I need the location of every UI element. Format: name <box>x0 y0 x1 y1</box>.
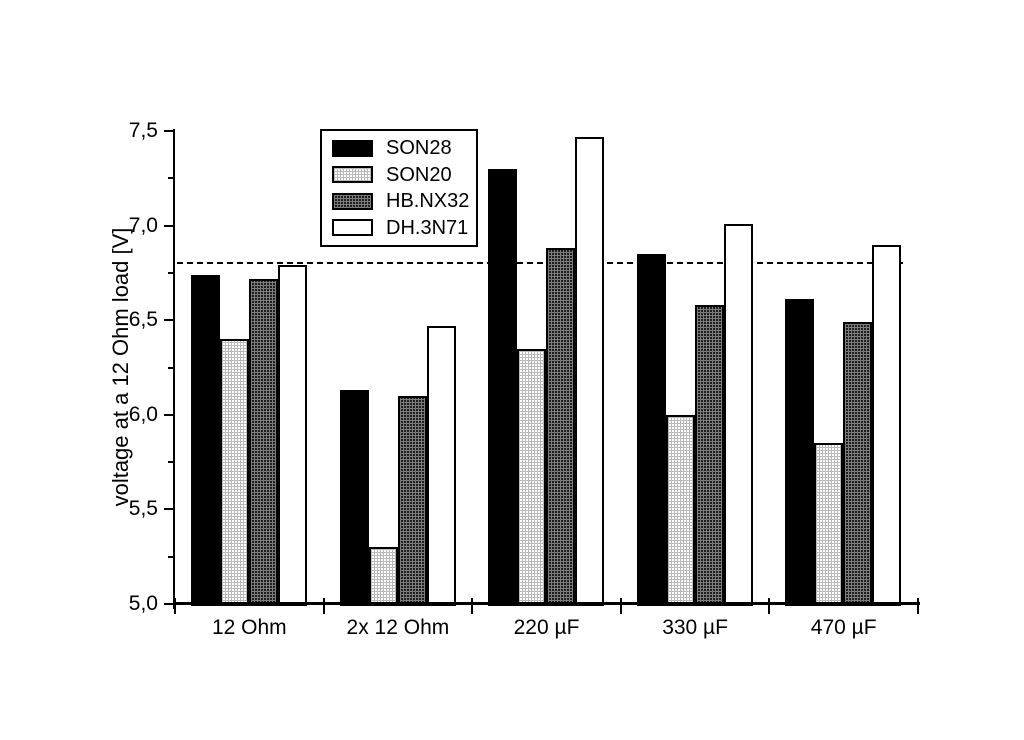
y-major-tick <box>164 413 173 416</box>
bar-DH.3N71-12Ohm <box>278 265 307 606</box>
bar-HB.NX32-12Ohm <box>249 278 278 606</box>
legend-label: DH.3N71 <box>386 216 469 239</box>
legend-item-HB.NX32: HB.NX32 <box>332 190 470 212</box>
y-axis-line <box>173 129 175 609</box>
bar-SON20-2x12Ohm <box>368 547 398 606</box>
bar-DH.3N71-220µF <box>575 136 605 606</box>
x-category-label: 2x 12 Ohm <box>346 616 450 639</box>
y-minor-tick <box>168 555 173 558</box>
bar-SON28-220µF <box>488 168 518 606</box>
bar-DH.3N71-470µF <box>872 244 902 606</box>
bar-SON20-330µF <box>665 414 695 606</box>
bar-SON28-330µF <box>636 253 666 606</box>
x-axis-line <box>173 602 920 605</box>
x-category-label: 220 µF <box>513 616 580 639</box>
bar-SON28-12Ohm <box>191 274 220 606</box>
legend-label: SON28 <box>386 137 452 160</box>
bar-SON20-220µF <box>517 348 547 606</box>
y-major-tick <box>164 224 173 227</box>
y-minor-tick <box>168 366 173 369</box>
x-tick <box>768 598 771 614</box>
y-major-tick <box>164 603 173 605</box>
x-tick <box>174 598 176 614</box>
x-tick <box>619 598 622 614</box>
legend-swatch-light-grid <box>332 166 373 184</box>
y-major-tick <box>164 130 173 132</box>
bar-HB.NX32-470µF <box>843 322 873 606</box>
bar-DH.3N71-2x12Ohm <box>426 325 456 606</box>
y-tick-label: 5,5 <box>128 497 158 521</box>
legend-swatch-solid-black <box>332 139 373 157</box>
legend: SON28 SON20 HB.NX32 DH.3N71 <box>320 129 478 247</box>
y-tick-label: 5,0 <box>128 592 158 615</box>
legend-label: SON20 <box>386 163 452 186</box>
reference-line <box>177 262 903 265</box>
x-tick <box>917 598 919 614</box>
y-major-tick <box>164 508 173 511</box>
legend-item-DH.3N71: DH.3N71 <box>332 217 470 239</box>
legend-item-SON28: SON28 <box>332 137 470 159</box>
legend-item-SON20: SON20 <box>332 164 470 186</box>
legend-swatch-dark-grid <box>332 192 373 210</box>
x-tick <box>471 598 474 614</box>
y-tick-label: 6,0 <box>128 402 158 426</box>
bar-SON28-2x12Ohm <box>339 390 369 606</box>
bar-SON28-470µF <box>785 299 815 606</box>
y-major-tick <box>164 319 173 322</box>
x-category-label: 470 µF <box>810 616 877 639</box>
x-category-label: 330 µF <box>662 616 728 639</box>
legend-swatch-white <box>332 219 373 237</box>
bar-HB.NX32-2x12Ohm <box>397 395 427 606</box>
y-tick-label: 6,5 <box>128 308 158 332</box>
x-category-label: 12 Ohm <box>211 616 287 639</box>
legend-label: HB.NX32 <box>386 190 470 213</box>
y-minor-tick <box>168 177 173 180</box>
bar-HB.NX32-330µF <box>694 305 724 606</box>
x-tick <box>322 598 325 614</box>
bar-HB.NX32-220µF <box>546 248 576 606</box>
y-tick-label: 7,5 <box>128 119 158 142</box>
y-minor-tick <box>168 461 173 464</box>
bar-DH.3N71-330µF <box>723 223 753 606</box>
y-tick-label: 7,0 <box>128 213 158 237</box>
y-minor-tick <box>168 271 173 274</box>
bar-SON20-470µF <box>814 443 844 606</box>
bar-SON20-12Ohm <box>220 339 249 606</box>
